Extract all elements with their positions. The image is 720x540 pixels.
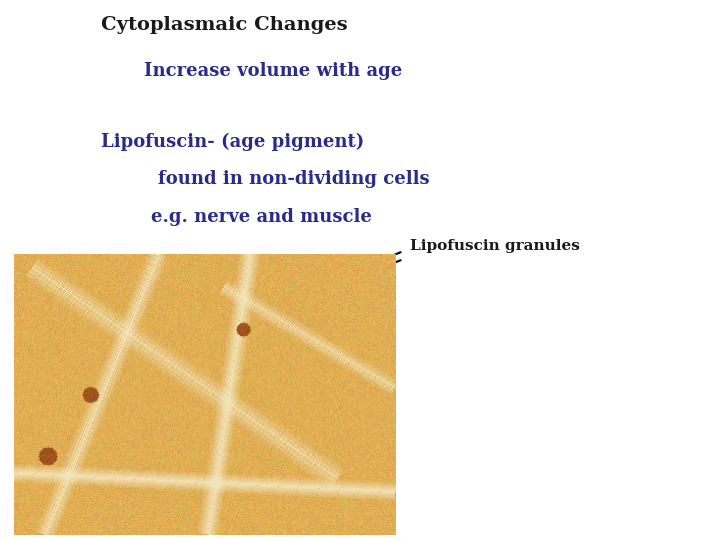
- Text: Increase volume with age: Increase volume with age: [144, 62, 402, 80]
- Text: found in non-dividing cells: found in non-dividing cells: [158, 170, 430, 188]
- Text: e.g. nerve and muscle: e.g. nerve and muscle: [151, 208, 372, 226]
- Text: Cytoplasmaic Changes: Cytoplasmaic Changes: [101, 16, 348, 34]
- Text: Lipofuscin- (age pigment): Lipofuscin- (age pigment): [101, 132, 364, 151]
- Text: Lipofuscin granules: Lipofuscin granules: [410, 239, 580, 253]
